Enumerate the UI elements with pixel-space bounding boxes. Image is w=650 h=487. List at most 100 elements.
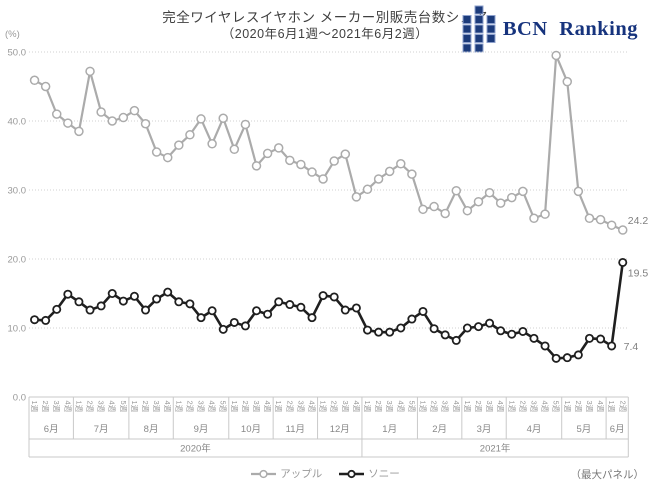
- y-tick-label: 40.0: [8, 117, 27, 128]
- apple-data-point: [351, 192, 362, 202]
- week-tick-label: 2週: [141, 401, 150, 413]
- apple-data-point: [362, 184, 373, 195]
- sony-data-point: [185, 299, 195, 309]
- week-tick-label: 5週: [119, 401, 128, 413]
- apple-data-point: [63, 118, 73, 128]
- week-tick-label: 5週: [219, 401, 228, 413]
- sony-data-point: [396, 323, 406, 333]
- week-tick-label: 3週: [529, 401, 538, 413]
- bcn-ranking-logo: BCN Ranking: [462, 5, 638, 53]
- week-tick-label: 3週: [585, 401, 594, 413]
- legend-item-sony: ソニー: [338, 466, 400, 481]
- sony-data-point: [573, 350, 583, 360]
- apple-data-point: [74, 126, 84, 137]
- month-label: 8月: [144, 424, 159, 435]
- apple-data-point: [495, 198, 506, 208]
- apple-legend-marker-icon: [251, 469, 277, 478]
- apple-data-point: [285, 155, 295, 166]
- sony-data-point: [163, 287, 173, 297]
- week-tick-label: 2週: [185, 401, 194, 413]
- week-tick-label: 4週: [596, 401, 605, 413]
- week-tick-label: 4週: [541, 401, 550, 413]
- week-tick-label: 4週: [208, 401, 217, 413]
- sony-data-point: [529, 333, 539, 343]
- week-tick-label: 2週: [474, 401, 483, 413]
- year-label: 2020年: [180, 443, 211, 455]
- week-tick-label: 1週: [74, 401, 83, 413]
- week-tick-label: 3週: [485, 401, 494, 413]
- sony-data-point: [252, 306, 262, 316]
- apple-data-point: [251, 161, 262, 171]
- sony-data-point: [429, 324, 439, 334]
- apple-data-point: [529, 213, 539, 224]
- apple-data-point: [407, 169, 417, 179]
- sony-data-point: [362, 325, 372, 335]
- chart-title-line2: （2020年6月1週～2021年6月2週）: [221, 27, 429, 41]
- apple-data-point: [595, 214, 606, 225]
- week-tick-label: 1週: [507, 401, 516, 413]
- week-tick-label: 4週: [263, 401, 272, 413]
- apple-data-point: [396, 159, 406, 169]
- apple-data-point: [562, 76, 573, 87]
- week-tick-label: 4週: [496, 401, 505, 413]
- apple-data-point: [551, 50, 561, 61]
- apple-data-point: [618, 225, 628, 235]
- month-label: 2月: [432, 424, 447, 435]
- month-label: 1月: [382, 424, 397, 435]
- sony-data-point: [485, 318, 495, 328]
- week-tick-label: 4週: [352, 401, 361, 413]
- week-tick-label: 2週: [285, 401, 294, 413]
- sony-data-point: [551, 353, 561, 363]
- week-tick-label: 2週: [241, 401, 250, 413]
- sony-data-point: [296, 302, 306, 312]
- sony-data-point: [418, 306, 428, 316]
- sony-data-point: [174, 297, 184, 307]
- week-tick-label: 2週: [618, 401, 627, 413]
- week-tick-label: 4週: [396, 401, 405, 413]
- apple-data-point: [340, 149, 351, 159]
- apple-data-point: [129, 105, 140, 116]
- apple-data-point: [262, 148, 273, 159]
- sony-data-point: [107, 288, 117, 298]
- apple-data-point: [207, 139, 217, 149]
- week-tick-label: 4週: [108, 401, 117, 413]
- week-tick-label: 4週: [163, 401, 172, 413]
- apple-data-point: [140, 119, 151, 129]
- y-tick-label: 30.0: [8, 186, 27, 197]
- apple-data-point: [540, 209, 550, 219]
- week-tick-label: 3週: [341, 401, 350, 413]
- chart-title-line1: 完全ワイヤレスイヤホン メーカー別販売台数シェア: [162, 10, 488, 25]
- week-tick-label: 1週: [319, 401, 328, 413]
- point-value-label: 19.5: [628, 267, 649, 279]
- sony-data-point: [118, 296, 128, 306]
- y-tick-label: 50.0: [8, 48, 27, 59]
- apple-data-point: [29, 75, 40, 86]
- apple-data-point: [196, 114, 206, 124]
- sony-data-point: [263, 309, 273, 319]
- apple-data-point: [373, 174, 384, 184]
- sony-data-point: [207, 306, 217, 316]
- sony-data-point: [374, 327, 384, 337]
- bcn-ranking-logo-text: BCN Ranking: [502, 17, 638, 40]
- sony-data-point: [618, 257, 628, 267]
- sony-data-point: [85, 305, 95, 315]
- panel-note: （最大パネル）: [570, 469, 645, 481]
- week-tick-label: 3週: [385, 401, 394, 413]
- apple-data-point: [462, 205, 473, 216]
- apple-data-point: [307, 167, 317, 177]
- bcn-logo-squares-icon: [462, 5, 496, 53]
- sony-data-point: [307, 313, 317, 323]
- apple-data-point: [518, 186, 528, 197]
- week-tick-label: 1週: [463, 401, 472, 413]
- sony-data-point: [196, 313, 206, 323]
- legend-item-apple: アップル: [250, 466, 322, 481]
- apple-data-point: [318, 174, 328, 184]
- sony-data-point: [229, 317, 239, 327]
- month-label: 11月: [286, 424, 305, 435]
- week-tick-label: 3週: [97, 401, 106, 413]
- apple-data-point: [473, 196, 484, 207]
- sony-data-point: [473, 322, 483, 332]
- week-tick-label: 3週: [152, 401, 161, 413]
- sony-data-point: [540, 341, 550, 351]
- week-tick-label: 4週: [452, 401, 461, 413]
